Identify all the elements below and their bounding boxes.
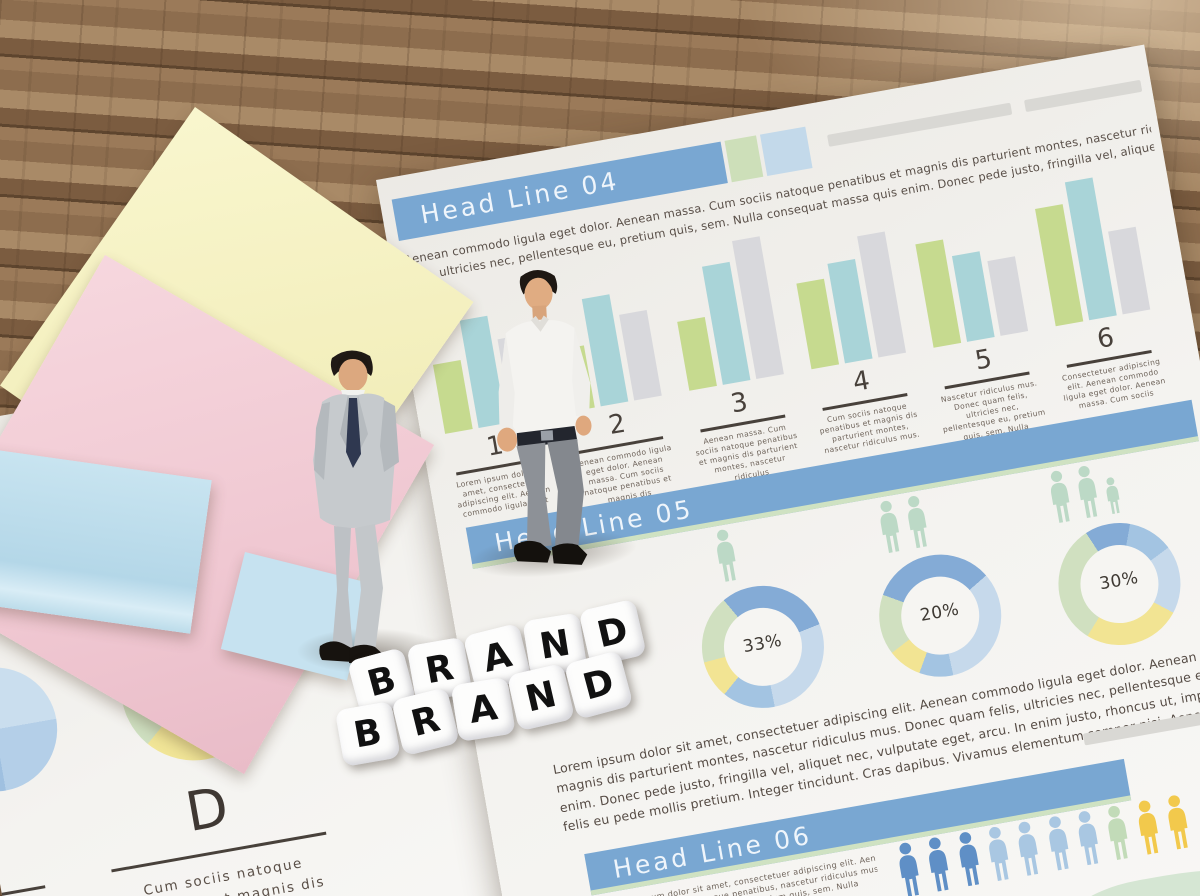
people-icon-row: [891, 793, 1195, 896]
banner-04-green-cap: [724, 135, 764, 183]
donut-chart: 20%: [869, 544, 1011, 687]
person-icon: [1050, 470, 1070, 524]
letter-die: A: [450, 676, 516, 743]
person-icon: [1168, 795, 1188, 850]
person-icon: [959, 832, 979, 887]
person-icon: [1018, 821, 1039, 876]
shirt-businessman-figurine: [497, 270, 592, 565]
person-icon: [1108, 805, 1128, 860]
letter-die: B: [334, 700, 401, 767]
people-icon-group: [709, 527, 743, 585]
bar-green: [677, 316, 717, 391]
corner-rule-fragment: [0, 885, 46, 896]
banner-04-blue-cap: [759, 126, 813, 176]
person-icon: [929, 837, 949, 892]
donut-percentage-label: 20%: [918, 599, 961, 626]
decor-gray-bar: [1023, 79, 1143, 113]
person-icon: [989, 826, 1009, 881]
donut-percentage-label: 30%: [1097, 567, 1141, 595]
person-icon: [1195, 789, 1200, 836]
people-icon-pair: [1195, 784, 1200, 835]
person-icon: [908, 495, 928, 549]
decor-gray-bar: [827, 102, 1013, 147]
blue-sticky-note-pad: [0, 448, 212, 634]
person-icon: [1106, 477, 1120, 515]
donut-chart: 33%: [692, 576, 834, 718]
person-icon: [1078, 811, 1099, 866]
bar-gray: [987, 256, 1029, 336]
infographic-paper: Head Line 04 Aenean commodo ligula eget …: [376, 44, 1200, 896]
left-paper-heading: D: [181, 774, 233, 845]
people-icon-group: [1042, 460, 1125, 526]
pie-chart-partial: [0, 657, 67, 802]
donut-charts: 33% 20% 30%: [376, 45, 1191, 718]
people-icon-group: [873, 493, 935, 556]
person-icon: [880, 500, 900, 553]
person-icon: [899, 842, 919, 896]
donut-percentage-label: 33%: [741, 630, 784, 658]
person-icon: [1138, 800, 1158, 855]
person-icon: [716, 529, 736, 582]
donut-chart: 30%: [1048, 513, 1191, 655]
letter-die: N: [506, 662, 576, 732]
suit-businessman-figurine: [313, 350, 399, 665]
person-icon: [1048, 816, 1069, 871]
person-icon: [1078, 466, 1098, 519]
